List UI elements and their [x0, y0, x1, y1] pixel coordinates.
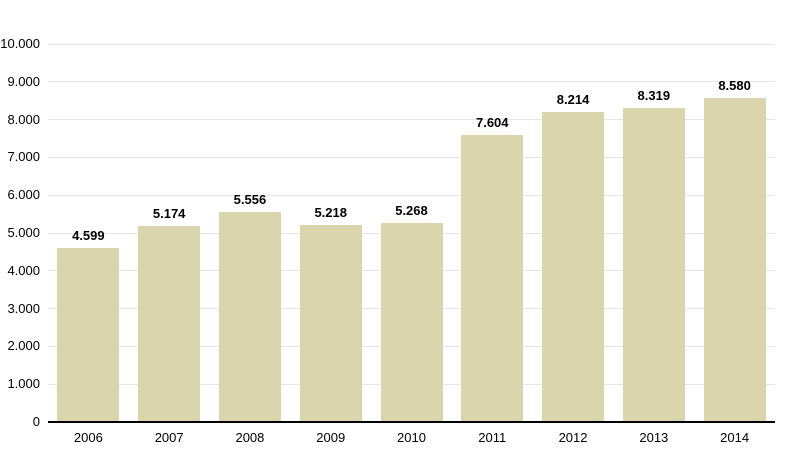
x-tick-label: 2009 [316, 430, 346, 445]
bar-value-label: 8.214 [556, 91, 590, 107]
x-tick-label: 2012 [558, 430, 588, 445]
x-axis-line [48, 421, 775, 423]
y-tick-label: 5.000 [7, 225, 40, 240]
x-tick-label: 2014 [720, 430, 750, 445]
bar [299, 224, 362, 422]
x-tick-label: 2010 [397, 430, 426, 445]
gridline [48, 119, 775, 121]
bar [542, 111, 605, 422]
y-tick-label: 1.000 [7, 376, 40, 392]
bar-value-label: 5.268 [395, 202, 428, 218]
y-tick-label: 10.000 [0, 36, 40, 51]
bar [57, 248, 120, 422]
y-tick-label: 7.000 [7, 149, 40, 165]
bar [138, 226, 201, 422]
bar [703, 97, 766, 422]
y-tick-label: 9.000 [7, 73, 40, 89]
bar-value-label: 8.580 [718, 77, 751, 93]
bar-value-label: 4.599 [72, 228, 105, 244]
gridline [48, 43, 775, 45]
bar [380, 222, 443, 422]
x-tick-label: 2007 [154, 430, 184, 445]
y-tick-label: 6.000 [7, 187, 40, 203]
bar-value-label: 5.556 [233, 191, 267, 207]
x-tick-label: 2008 [235, 430, 265, 445]
y-tick-label: 3.000 [7, 300, 40, 316]
bar-value-label: 7.604 [475, 114, 509, 130]
y-tick-label: 0 [32, 414, 40, 429]
gridline [48, 194, 775, 196]
gridline [48, 156, 775, 158]
bar [461, 134, 524, 422]
y-tick-label: 2.000 [7, 338, 40, 354]
x-tick-label: 2013 [639, 430, 669, 445]
y-tick-label: 4.000 [7, 262, 40, 278]
gridline [48, 81, 775, 83]
x-tick-label: 2006 [73, 430, 103, 445]
x-tick-label: 2011 [478, 430, 507, 445]
bar [218, 211, 281, 422]
y-tick-label: 8.000 [7, 111, 40, 127]
bar [622, 107, 685, 422]
bar-value-label: 8.319 [637, 87, 671, 103]
bar-value-label: 5.218 [314, 204, 347, 220]
bar-value-label: 5.174 [152, 206, 186, 222]
